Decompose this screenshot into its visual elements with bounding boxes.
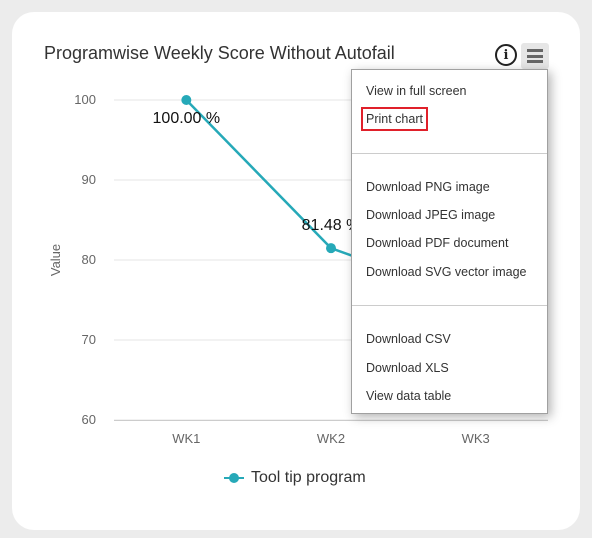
- menu-download-svg[interactable]: Download SVG vector image: [366, 265, 527, 279]
- menu-bar-3: [527, 60, 543, 63]
- legend-marker-icon: [224, 472, 244, 484]
- export-menu: View in full screen Print chart Download…: [351, 69, 548, 414]
- menu-download-pdf[interactable]: Download PDF document: [366, 236, 509, 250]
- data-label: 81.48 %: [302, 217, 361, 234]
- menu-bar-2: [527, 54, 543, 58]
- chart-title: Programwise Weekly Score Without Autofai…: [44, 43, 395, 63]
- menu-download-xls[interactable]: Download XLS: [366, 361, 449, 375]
- menu-download-jpeg[interactable]: Download JPEG image: [366, 208, 496, 222]
- y-tick-label: 60: [82, 412, 96, 427]
- menu-separator: [352, 153, 547, 154]
- data-label: 100.00 %: [153, 110, 221, 127]
- data-point: [326, 243, 336, 254]
- hamburger-menu-icon[interactable]: [521, 43, 549, 69]
- menu-bar-1: [527, 49, 543, 52]
- legend-item[interactable]: Tool tip program: [224, 467, 366, 489]
- menu-print-chart[interactable]: Print chart: [361, 107, 428, 131]
- menu-download-png[interactable]: Download PNG image: [366, 180, 490, 194]
- menu-separator: [352, 305, 547, 306]
- legend-label: Tool tip program: [251, 469, 366, 486]
- info-icon[interactable]: i: [495, 44, 517, 66]
- menu-download-csv[interactable]: Download CSV: [366, 332, 451, 346]
- y-tick-label: 70: [82, 332, 96, 347]
- x-tick-label: WK3: [462, 431, 490, 446]
- y-axis-title: Value: [48, 244, 63, 276]
- data-point: [181, 95, 192, 105]
- y-tick-label: 100: [74, 92, 96, 107]
- menu-view-full-screen[interactable]: View in full screen: [366, 84, 467, 98]
- info-glyph: i: [503, 47, 509, 63]
- x-tick-label: WK2: [317, 431, 345, 446]
- y-tick-label: 90: [82, 172, 96, 187]
- menu-view-data-table[interactable]: View data table: [366, 389, 452, 403]
- y-tick-label: 80: [82, 252, 96, 267]
- x-tick-label: WK1: [172, 431, 200, 446]
